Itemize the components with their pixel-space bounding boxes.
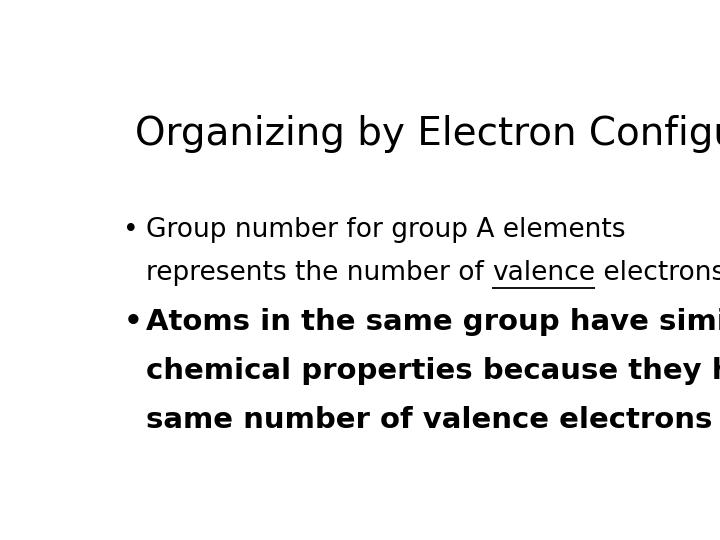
- Text: •: •: [124, 217, 139, 242]
- Text: •: •: [124, 308, 143, 336]
- Text: Atoms in the same group have similar: Atoms in the same group have similar: [145, 308, 720, 336]
- Text: same number of valence electrons: same number of valence electrons: [145, 406, 712, 434]
- Text: Organizing by Electron Configuration: Organizing by Electron Configuration: [135, 114, 720, 153]
- Text: electrons: electrons: [595, 260, 720, 286]
- Text: valence: valence: [492, 260, 595, 286]
- Text: Group number for group A elements: Group number for group A elements: [145, 217, 625, 242]
- Text: represents the number of: represents the number of: [145, 260, 492, 286]
- Text: chemical properties because they have the: chemical properties because they have th…: [145, 357, 720, 385]
